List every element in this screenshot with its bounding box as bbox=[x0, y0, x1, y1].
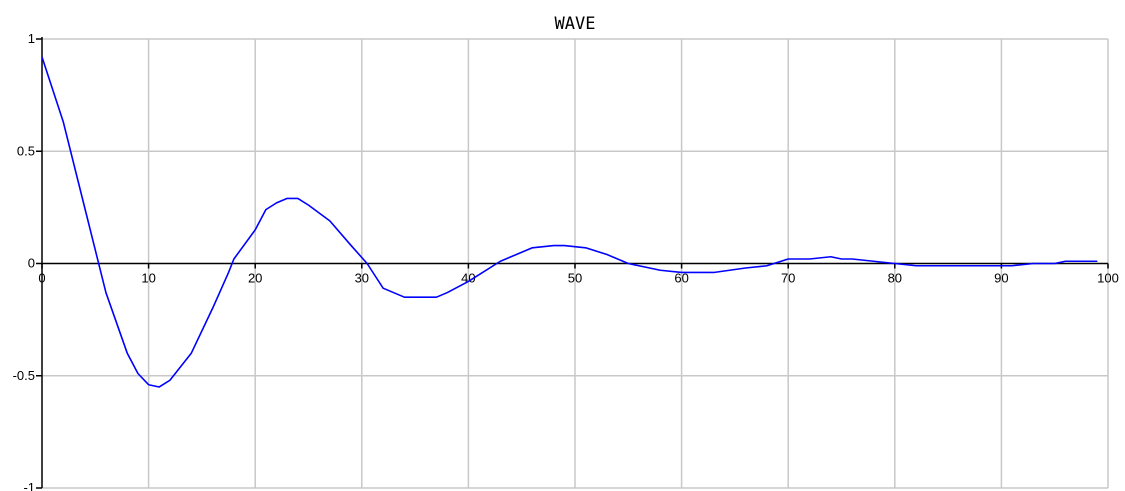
x-tick-label-10: 100 bbox=[1097, 271, 1119, 286]
x-tick-label-8: 80 bbox=[888, 271, 902, 286]
x-tick-label-4: 40 bbox=[461, 271, 475, 286]
series-layer bbox=[41, 56, 1098, 388]
x-tick-label-7: 70 bbox=[781, 271, 795, 286]
x-tick-label-6: 60 bbox=[674, 271, 688, 286]
x-tick-label-9: 90 bbox=[994, 271, 1008, 286]
y-tick-label-4: -1 bbox=[23, 480, 35, 491]
y-tick-label-0: 1 bbox=[28, 31, 35, 46]
y-tick-label-1: 0.5 bbox=[17, 143, 35, 158]
y-tick-label-3: -0.5 bbox=[13, 368, 35, 383]
x-tick-label-0: 0 bbox=[38, 271, 45, 286]
x-tick-label-1: 10 bbox=[141, 271, 155, 286]
chart-title: WAVE bbox=[555, 14, 596, 34]
y-tick-label-2: 0 bbox=[28, 256, 35, 271]
x-tick-label-5: 50 bbox=[568, 271, 582, 286]
ticks: 1 0.5 0 -0.5 -1 0 10 20 30 40 50 60 70 80 90 100 bbox=[13, 31, 1119, 491]
series-line-0 bbox=[41, 56, 1098, 388]
x-tick-label-3: 30 bbox=[355, 271, 369, 286]
x-tick-label-2: 20 bbox=[248, 271, 262, 286]
